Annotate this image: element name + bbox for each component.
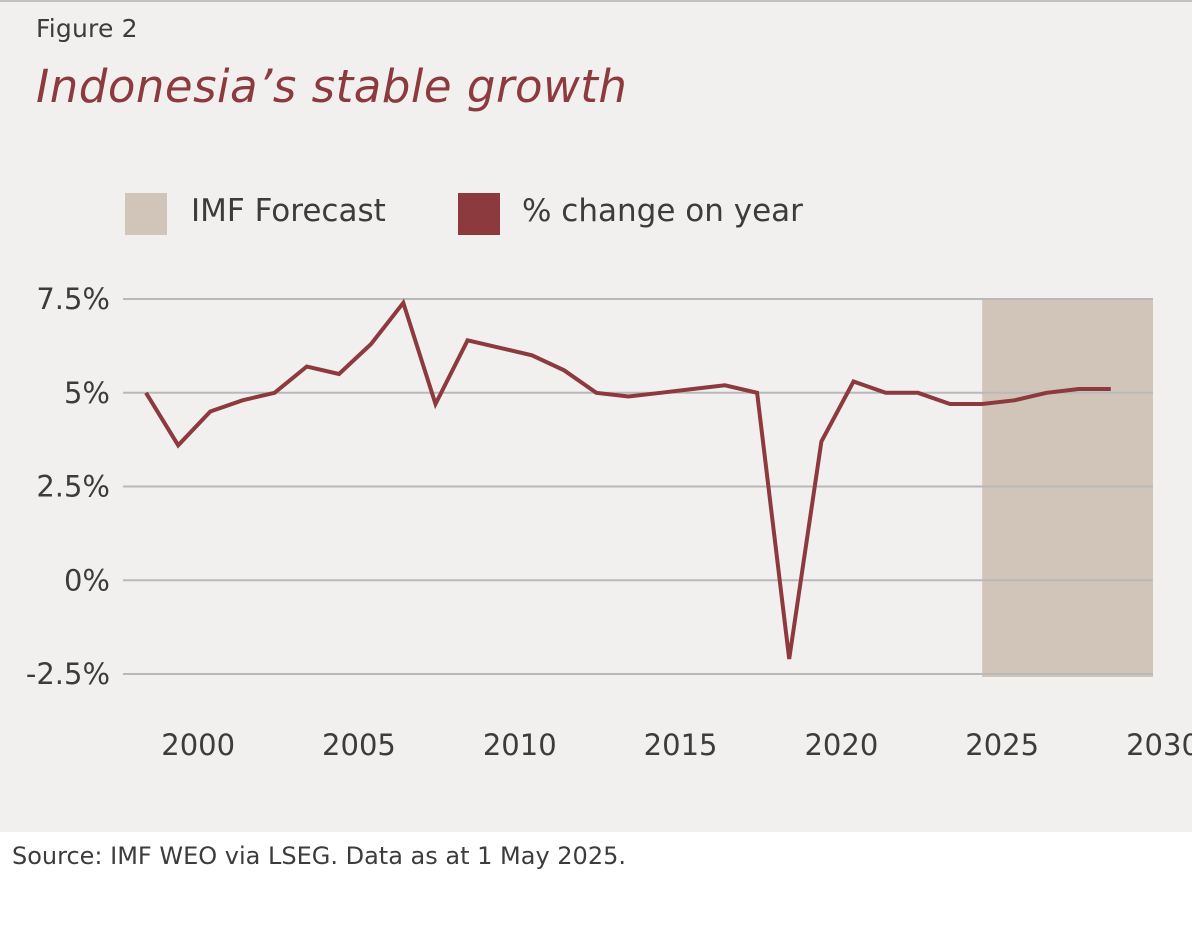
x-tick-label: 2010	[483, 728, 557, 762]
x-tick-label: 2030	[1126, 728, 1192, 762]
y-tick-label: 7.5%	[36, 282, 110, 316]
y-tick-label: 2.5%	[36, 470, 110, 504]
legend-swatch-growth	[458, 193, 500, 235]
line-chart: 7.5% 5% 2.5% 0% -2.5% 2000 2005 2010 2015 2020 20…	[26, 282, 1192, 762]
series-line-growth	[144, 298, 1111, 660]
x-tick-label: 2015	[644, 728, 718, 762]
source-note: Source: IMF WEO via LSEG. Data as at 1 M…	[12, 842, 626, 870]
x-tick-label: 2020	[804, 728, 878, 762]
chart-panel: Figure 2 Indonesia’s stable growth IMF F…	[0, 0, 1192, 832]
figure-label: Figure 2	[36, 14, 138, 43]
y-tick-label: 0%	[64, 563, 110, 597]
x-tick-label: 2000	[161, 728, 235, 762]
legend-label-forecast: IMF Forecast	[191, 193, 386, 229]
y-tick-label: -2.5%	[26, 657, 110, 691]
x-tick-label: 2025	[965, 728, 1039, 762]
x-tick-label: 2005	[322, 728, 396, 762]
legend-label-growth: % change on year	[522, 193, 803, 229]
chart-title: Indonesia’s stable growth	[36, 60, 628, 113]
forecast-band	[982, 299, 1153, 677]
legend-swatch-forecast	[125, 193, 167, 235]
y-tick-label: 5%	[64, 376, 110, 410]
